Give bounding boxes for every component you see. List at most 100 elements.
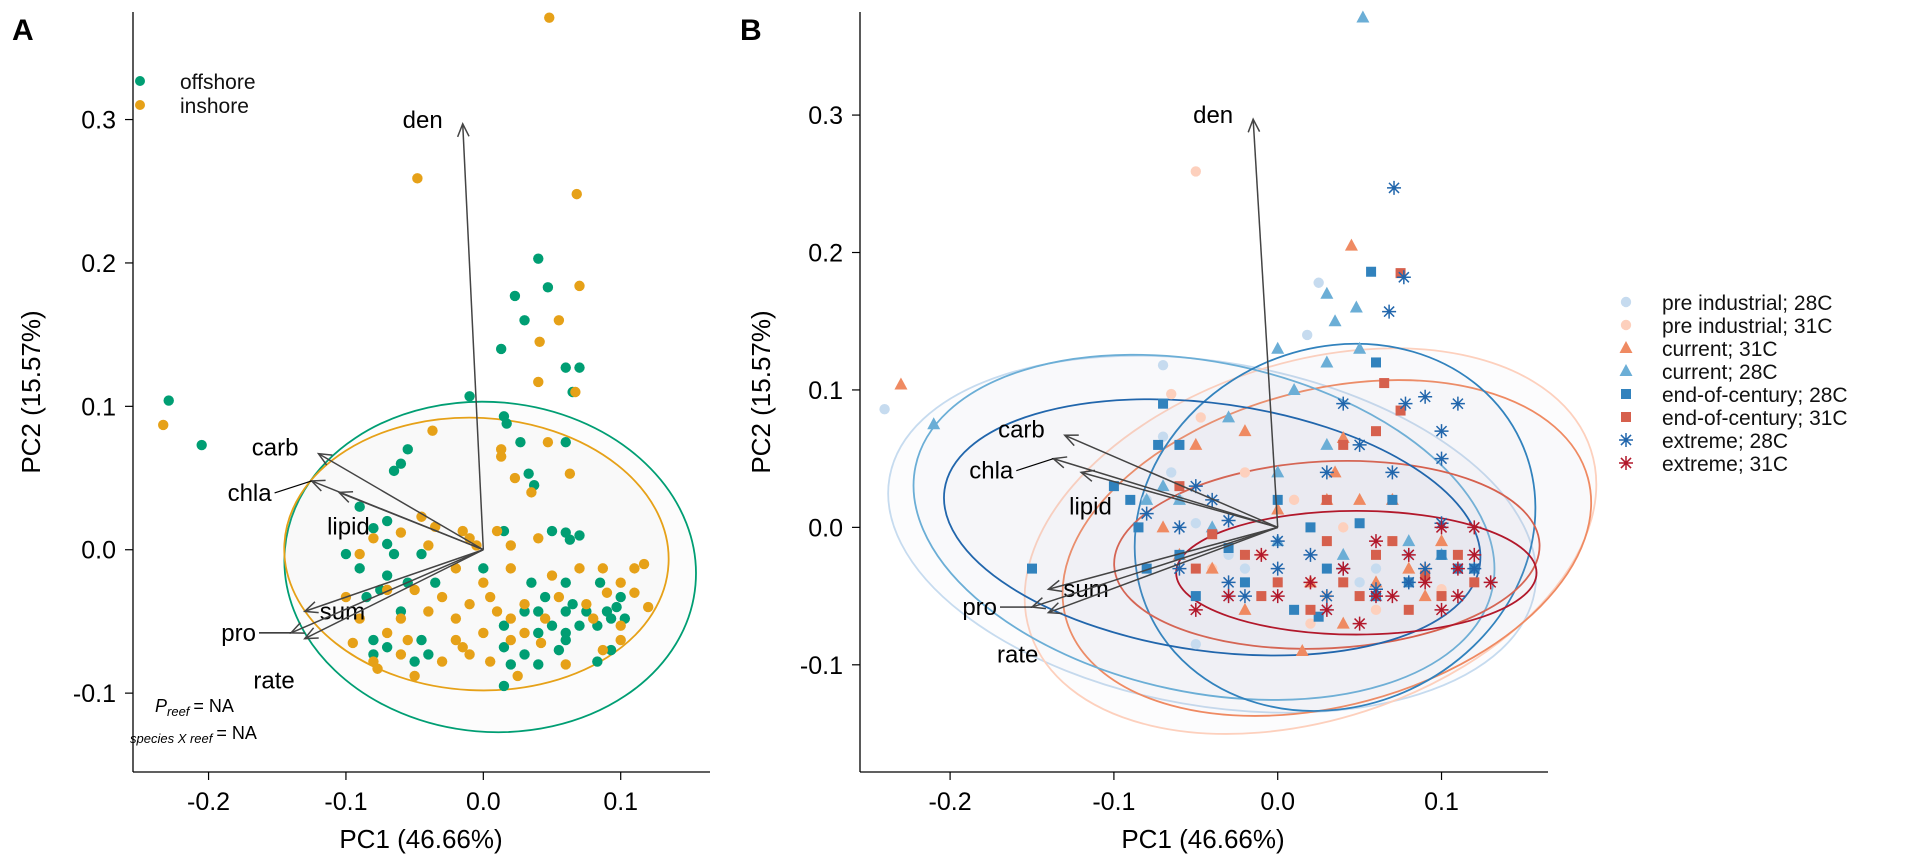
point-end-of-century-28c (1190, 591, 1201, 602)
panel-a-legend: offshore inshore (135, 71, 256, 118)
point-current-31c (1418, 589, 1432, 602)
point-pre-industrial-28c (1370, 563, 1382, 574)
y-tick-label: -0.1 (800, 652, 843, 680)
point-inshore (354, 548, 365, 560)
point-offshore (409, 656, 420, 667)
point-extreme-28c (1352, 437, 1367, 452)
loading-arrow-pro (1031, 526, 1278, 608)
point-offshore (519, 606, 530, 617)
point-inshore (484, 591, 496, 603)
x-tick-label: 0.1 (1424, 788, 1459, 816)
point-extreme-31c (1418, 575, 1433, 590)
point-inshore (495, 451, 507, 462)
point-extreme-31c (1401, 547, 1416, 562)
point-pre-industrial-31c (1190, 166, 1202, 177)
point-offshore (560, 634, 571, 646)
point-current-28c (1356, 10, 1370, 23)
point-offshore (533, 253, 544, 264)
point-pre-industrial-28c (1190, 638, 1202, 650)
legend-marker-end-of-century-28c (1621, 389, 1631, 399)
point-end-of-century-28c (1158, 398, 1169, 409)
point-inshore (409, 584, 420, 596)
x-tick-label: -0.2 (187, 788, 230, 816)
point-offshore (416, 548, 427, 560)
point-end-of-century-31c (1371, 549, 1381, 560)
point-inshore (484, 656, 496, 667)
y-tick-label: 0.2 (808, 240, 843, 268)
point-offshore (388, 465, 400, 477)
point-inshore (526, 487, 537, 498)
point-inshore (395, 649, 407, 660)
y-tick-label: 0.0 (808, 514, 843, 542)
point-offshore (163, 395, 174, 406)
point-offshore (368, 649, 379, 660)
point-inshore (629, 563, 640, 574)
loading-arrow-pro (290, 549, 484, 634)
y-tick-label: 0.1 (808, 377, 843, 405)
point-inshore (395, 613, 407, 624)
point-end-of-century-28c (1174, 439, 1185, 450)
loading-arrow-den (1252, 119, 1279, 528)
x-tick-label: 0.0 (466, 788, 501, 816)
point-offshore (354, 501, 365, 512)
point-inshore (450, 563, 462, 574)
point-offshore (519, 315, 530, 326)
point-extreme-31c (1467, 547, 1482, 562)
p-interaction-value: = NA (216, 723, 257, 743)
point-end-of-century-31c (1371, 426, 1381, 437)
ellipse-pre-industrial-31c (1023, 347, 1598, 735)
point-inshore (519, 599, 530, 610)
point-current-31c (1205, 561, 1219, 574)
point-end-of-century-28c (1027, 563, 1037, 574)
point-extreme-31c (1434, 602, 1449, 617)
point-offshore (381, 570, 393, 581)
point-inshore (457, 525, 468, 537)
point-extreme-28c (1450, 396, 1465, 411)
panel-b-axes (859, 12, 1548, 773)
point-offshore (560, 362, 571, 373)
point-end-of-century-28c (1371, 357, 1381, 368)
point-extreme-31c (1467, 520, 1482, 535)
legend-label-pre-industrial-28c: pre industrial; 28C (1662, 292, 1832, 315)
point-pre-industrial-28c (1354, 577, 1365, 588)
point-end-of-century-31c (1403, 604, 1414, 615)
point-offshore (574, 620, 585, 631)
loading-arrow-lipid (1080, 471, 1278, 529)
p-reef-annotation: Preef = NA (155, 696, 234, 719)
point-current-31c (1369, 575, 1383, 588)
point-inshore (450, 634, 462, 646)
point-extreme-28c (1467, 561, 1482, 576)
point-offshore (605, 613, 617, 624)
legend-label-end-of-century-28c: end-of-century; 28C (1662, 384, 1848, 407)
point-extreme-31c (1450, 561, 1465, 576)
point-offshore (402, 444, 413, 455)
panel-a-points (158, 12, 654, 692)
point-inshore (574, 280, 585, 292)
point-inshore (381, 627, 393, 639)
loading-arrowhead-den (456, 122, 470, 138)
point-offshore (495, 343, 507, 355)
point-pre-industrial-28c (1313, 277, 1324, 288)
point-pre-industrial-31c (1288, 494, 1300, 506)
point-offshore (560, 577, 571, 588)
point-end-of-century-28c (1141, 563, 1152, 574)
point-offshore (498, 680, 510, 692)
point-current-28c (1320, 286, 1334, 299)
point-extreme-28c (1434, 451, 1449, 466)
point-extreme-28c (1319, 589, 1334, 604)
loading-arrow-den (461, 123, 485, 550)
point-extreme-28c (1398, 396, 1413, 411)
point-offshore (498, 642, 510, 653)
point-end-of-century-28c (1153, 439, 1164, 450)
y-tick-label: 0.3 (808, 102, 843, 130)
point-inshore (412, 173, 423, 184)
point-end-of-century-31c (1469, 577, 1480, 588)
point-extreme-28c (1139, 506, 1154, 521)
point-inshore (368, 533, 379, 544)
point-extreme-28c (1319, 465, 1334, 480)
point-end-of-century-28c (1313, 611, 1324, 622)
p-interaction-subscript: species X reef (130, 731, 214, 746)
